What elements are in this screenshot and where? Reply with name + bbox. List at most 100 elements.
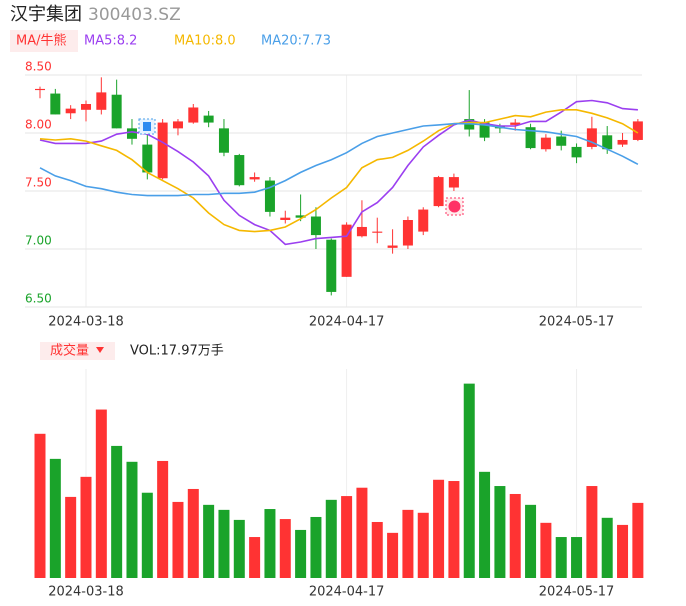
vol-legend-box[interactable] — [40, 342, 115, 360]
candle-body — [356, 226, 367, 237]
candle-body — [218, 128, 229, 153]
legend-entry: MA5:8.2 — [84, 34, 137, 49]
x-tick-label: 2024-04-17 — [309, 315, 385, 330]
volume-bar — [49, 458, 61, 578]
candle-body — [96, 92, 107, 110]
candle-body — [632, 121, 643, 140]
volume-bar — [279, 519, 291, 578]
x-tick-label: 2024-04-17 — [309, 585, 385, 600]
volume-bar — [463, 383, 475, 578]
stock-code: 300403.SZ — [88, 5, 181, 25]
candle-body — [126, 128, 137, 139]
signal-icon-core — [143, 122, 151, 131]
candle-body — [617, 139, 628, 145]
dropdown-arrow[interactable] — [96, 347, 104, 353]
x-tick-label: 2024-03-18 — [48, 315, 124, 330]
volume-bar — [525, 504, 537, 578]
x-tick-label: 2024-05-17 — [539, 315, 615, 330]
candle-body — [372, 231, 383, 233]
signal-icon-core — [448, 200, 461, 213]
y-tick-label: 7.00 — [25, 234, 52, 248]
ma-line — [39, 99, 638, 246]
candle-body — [556, 136, 567, 146]
volume-bar — [218, 509, 230, 578]
candle-body — [280, 217, 291, 220]
volume-bar — [586, 486, 598, 578]
y-tick-label: 6.50 — [25, 292, 52, 306]
candle-body — [387, 245, 398, 248]
volume-bar — [479, 471, 491, 578]
volume-bar — [249, 537, 261, 578]
x-tick-label: 2024-03-18 — [48, 585, 124, 600]
volume-bar — [310, 516, 322, 578]
candle-body — [602, 135, 613, 150]
candle-body — [234, 155, 245, 186]
volume-bar — [509, 493, 521, 578]
candle-body — [540, 137, 551, 150]
volume-bar — [34, 433, 46, 578]
volume-bar — [617, 524, 629, 578]
volume-bar — [325, 499, 337, 578]
candle-body — [341, 224, 352, 277]
volume-bar — [356, 487, 368, 578]
x-tick-label: 2024-05-17 — [539, 585, 615, 600]
volume-bar — [295, 529, 307, 578]
candle-body — [310, 216, 321, 236]
candle-body — [433, 177, 444, 207]
volume-bar — [203, 504, 215, 578]
volume-bar — [341, 496, 353, 578]
ma-line — [39, 109, 639, 233]
ma-line — [39, 122, 639, 197]
candle-body — [35, 88, 45, 91]
candle-body — [402, 220, 413, 246]
volume-bar — [65, 496, 77, 578]
candle-body — [510, 122, 521, 125]
y-tick-label: 8.50 — [25, 60, 52, 74]
volume-bar — [387, 532, 399, 578]
volume-bar — [141, 492, 153, 578]
candle-body — [65, 108, 76, 114]
vol-value: VOL:17.97万手 — [130, 344, 224, 359]
ma-legend-box[interactable] — [10, 30, 78, 52]
volume-bar — [494, 486, 506, 578]
candle-body — [586, 128, 597, 147]
y-tick-label: 8.00 — [25, 118, 52, 132]
volume-bar — [187, 488, 199, 578]
candle-body — [157, 122, 168, 179]
ma-legend-label[interactable]: MA/牛熊 — [16, 33, 67, 49]
volume-bar — [540, 522, 552, 578]
volume-bar — [95, 409, 107, 578]
candle-body — [448, 177, 459, 188]
candle-body — [203, 115, 214, 123]
candle-body — [418, 209, 429, 232]
candle-body — [525, 127, 536, 149]
legend-entry: MA20:7.73 — [261, 34, 331, 49]
volume-bar — [157, 460, 169, 578]
candle-body — [571, 146, 582, 158]
volume-bar — [126, 461, 138, 578]
volume-bar — [632, 502, 644, 578]
stock-name: 汉宇集团 — [10, 4, 82, 25]
vol-legend-label[interactable]: 成交量 — [50, 343, 89, 359]
volume-bar — [371, 521, 383, 578]
volume-bar — [80, 476, 92, 578]
volume-bar — [233, 519, 245, 578]
legend-entry: MA10:8.0 — [174, 34, 236, 49]
volume-bar — [555, 537, 567, 578]
volume-bar — [402, 509, 414, 578]
volume-bar — [601, 517, 613, 578]
volume-bar — [571, 537, 583, 578]
candle-body — [80, 104, 91, 110]
candle-body — [50, 93, 61, 115]
candle-body — [295, 215, 306, 218]
volume-bar — [433, 479, 445, 578]
volume-bar — [172, 501, 184, 578]
volume-bar — [264, 509, 276, 578]
candle-body — [172, 121, 183, 129]
volume-bar — [111, 445, 123, 578]
y-tick-label: 7.50 — [25, 176, 52, 190]
candle-body — [188, 107, 199, 123]
candle-body — [249, 177, 260, 180]
candle-body — [111, 94, 122, 129]
